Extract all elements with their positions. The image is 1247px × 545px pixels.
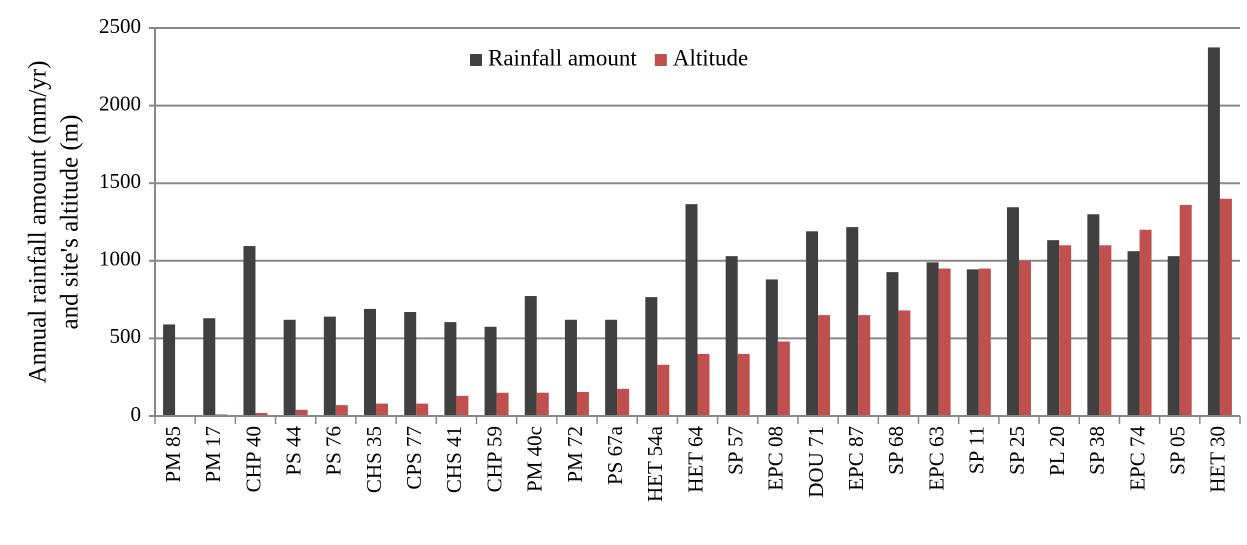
y-tick-label: 0 xyxy=(131,402,142,426)
bar xyxy=(1219,198,1232,416)
x-tick-label: HET 30 xyxy=(1206,426,1230,493)
x-tick-label: EPC 63 xyxy=(924,426,948,491)
x-tick-label: CPS 77 xyxy=(402,426,426,490)
x-tick-label: HET 64 xyxy=(683,426,707,493)
bar xyxy=(163,324,176,416)
x-tick-label: PS 67a xyxy=(603,425,627,485)
x-tick-label: CHS 35 xyxy=(362,426,386,493)
bar xyxy=(818,315,831,416)
x-tick-label: PS 44 xyxy=(281,426,305,476)
x-tick-label: PS 76 xyxy=(322,426,346,476)
bar xyxy=(1059,245,1072,416)
bar xyxy=(858,315,871,416)
x-tick-label: EPC 87 xyxy=(844,426,868,491)
bar xyxy=(1047,240,1060,416)
bar xyxy=(685,204,698,416)
bar xyxy=(765,279,778,416)
bar xyxy=(737,353,750,416)
bar xyxy=(966,269,979,416)
bar xyxy=(777,341,790,416)
bar xyxy=(576,391,589,416)
bar xyxy=(1099,245,1112,416)
bar xyxy=(1179,204,1192,416)
y-tick-label: 1000 xyxy=(99,247,141,271)
bar xyxy=(617,388,630,416)
bar xyxy=(886,272,899,416)
x-tick-label: PM 72 xyxy=(563,426,587,483)
x-tick-label: EPC 08 xyxy=(764,426,788,491)
bar xyxy=(846,227,859,416)
bar xyxy=(1018,260,1031,416)
x-tick-label: PM 40c xyxy=(523,426,547,492)
x-tick-label: SP 25 xyxy=(1005,426,1029,475)
x-tick-label: SP 11 xyxy=(965,426,989,474)
legend-swatch xyxy=(470,54,482,66)
bar xyxy=(725,256,738,416)
bar xyxy=(898,310,911,416)
bar xyxy=(697,353,710,416)
bar xyxy=(376,403,389,416)
y-axis-title: Annual rainfall amount (mm/yr) xyxy=(25,61,52,384)
legend-label: Rainfall amount xyxy=(488,45,637,70)
x-tick-label: SP 57 xyxy=(723,426,747,475)
x-tick-label: SP 38 xyxy=(1085,426,1109,475)
x-tick-label: HET 54a xyxy=(643,425,667,502)
bar xyxy=(444,322,457,416)
y-tick-label: 2500 xyxy=(99,14,141,38)
bar xyxy=(283,319,296,416)
bar xyxy=(978,268,991,416)
bar xyxy=(243,246,256,416)
bar xyxy=(404,312,417,416)
bar xyxy=(416,403,429,416)
bar xyxy=(645,297,658,416)
bar xyxy=(1127,251,1140,416)
bar xyxy=(536,392,549,416)
x-tick-label: SP 05 xyxy=(1166,426,1190,475)
bar xyxy=(364,308,377,416)
bar xyxy=(524,296,537,416)
bar xyxy=(605,319,618,416)
bar xyxy=(926,262,939,416)
bar xyxy=(456,395,469,416)
y-tick-label: 2000 xyxy=(99,91,141,115)
bar xyxy=(1087,214,1100,416)
bar xyxy=(255,412,268,416)
bar xyxy=(484,326,497,416)
x-tick-label: PM 85 xyxy=(161,426,185,483)
bar xyxy=(1139,229,1152,416)
legend-swatch xyxy=(654,54,667,66)
bar xyxy=(564,319,577,416)
y-axis-title: and site's altitude (m) xyxy=(57,115,84,330)
bar xyxy=(1006,207,1019,416)
x-tick-label: CHS 41 xyxy=(442,426,466,493)
x-tick-label: PL 20 xyxy=(1045,426,1069,476)
x-tick-label: CHP 40 xyxy=(241,426,265,492)
legend-label: Altitude xyxy=(673,45,748,70)
x-tick-label: CHP 59 xyxy=(482,426,506,492)
x-tick-label: EPC 74 xyxy=(1125,426,1149,491)
bar xyxy=(496,392,509,416)
x-tick-label: SP 68 xyxy=(884,426,908,475)
bar xyxy=(323,316,336,416)
bar xyxy=(295,409,308,416)
bar xyxy=(335,405,348,416)
y-tick-label: 1500 xyxy=(99,169,141,193)
bar xyxy=(1167,256,1180,416)
bar xyxy=(1207,47,1220,417)
bar xyxy=(203,318,216,416)
x-tick-label: PM 17 xyxy=(201,426,225,483)
y-tick-label: 500 xyxy=(110,324,142,348)
bar xyxy=(806,231,819,416)
bar xyxy=(657,364,670,416)
x-tick-label: DOU 71 xyxy=(804,426,828,498)
bar xyxy=(938,268,951,416)
